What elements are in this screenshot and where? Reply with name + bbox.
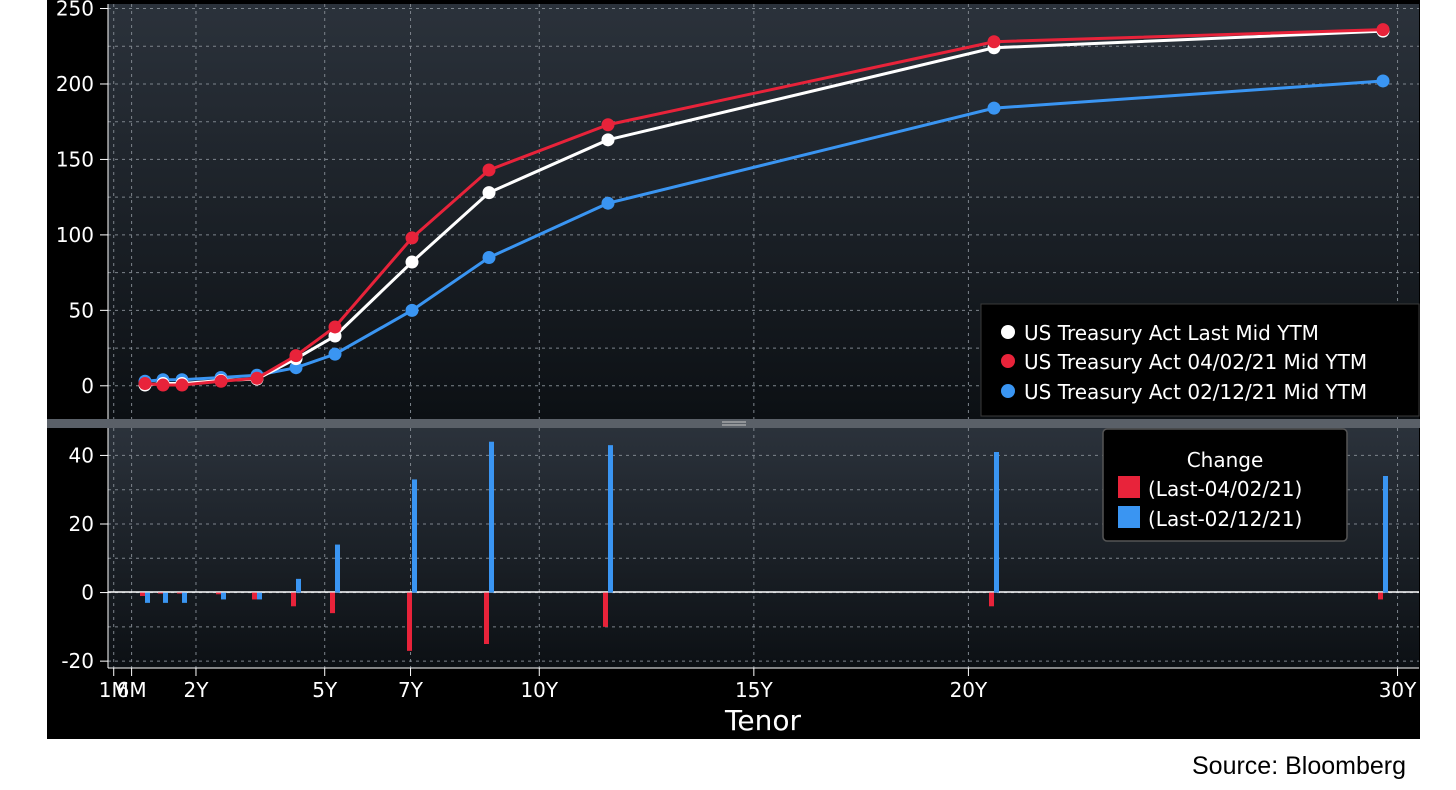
x-tick-label: 6M [117, 678, 147, 702]
change-bar [291, 592, 296, 607]
change-bar [140, 592, 145, 596]
source-note: Source: Bloomberg [1191, 752, 1406, 780]
top-legend: US Treasury Act Last Mid YTM US Treasury… [980, 303, 1420, 417]
top-y-axis: 0 50 100 150 200 250 [56, 0, 108, 398]
y-tick-label: 40 [69, 443, 94, 467]
change-bar [335, 544, 340, 593]
series-point [1376, 74, 1390, 88]
x-tick-label: 2Y [183, 678, 209, 702]
y-tick-label: -20 [61, 649, 94, 673]
change-bar [177, 592, 182, 594]
legend-marker-last [1001, 325, 1015, 339]
change-bar [407, 592, 412, 651]
series-point [601, 196, 615, 210]
change-bar [145, 592, 150, 603]
x-axis-title: Tenor [724, 704, 801, 737]
change-bar [221, 592, 226, 600]
change-bar [603, 592, 608, 627]
top-legend-box [980, 303, 1420, 417]
series-point [405, 303, 419, 317]
series-point [138, 377, 152, 391]
legend-label-change-040221: (Last-04/02/21) [1148, 477, 1302, 501]
series-point [405, 255, 419, 269]
x-tick-label: 30Y [1379, 678, 1417, 702]
change-bar [412, 479, 417, 593]
series-point [250, 371, 264, 385]
y-tick-label: 150 [56, 147, 94, 171]
bottom-legend-box [1102, 428, 1348, 542]
change-bar [296, 578, 301, 593]
x-tick-label: 7Y [398, 678, 424, 702]
change-bar [989, 592, 994, 607]
panel-divider[interactable] [47, 419, 1420, 428]
change-bar [608, 445, 613, 593]
change-bar [216, 592, 221, 595]
change-bar [182, 592, 187, 603]
series-point [482, 251, 496, 265]
series-point [328, 347, 342, 361]
bottom-y-axis: -20 0 20 40 [61, 443, 108, 673]
y-tick-label: 0 [81, 581, 94, 605]
x-tick-label: 1M [99, 678, 129, 702]
change-bars [140, 441, 1388, 651]
series-point [987, 101, 1001, 115]
y-tick-label: 20 [69, 512, 94, 536]
series-point [214, 374, 228, 388]
y-tick-label: 200 [56, 72, 94, 96]
series-point [987, 35, 1001, 49]
legend-marker-040221 [1001, 354, 1015, 368]
series-point [482, 186, 496, 200]
series-point [175, 378, 189, 392]
series-point [289, 349, 303, 363]
y-tick-label: 250 [56, 0, 94, 21]
change-bar [489, 441, 494, 593]
yield-lines [138, 23, 1390, 392]
legend-marker-021221 [1001, 384, 1015, 398]
y-tick-label: 100 [56, 223, 94, 247]
y-tick-label: 0 [81, 374, 94, 398]
x-tick-label: 15Y [735, 678, 773, 702]
legend-swatch-021221 [1118, 506, 1140, 528]
y-tick-label: 50 [69, 298, 94, 322]
series-point [601, 118, 615, 132]
change-bar [994, 452, 999, 593]
bottom-legend-title: Change [1187, 448, 1264, 472]
series-point [1376, 23, 1390, 37]
change-bar [484, 592, 489, 644]
change-bar [163, 592, 168, 603]
x-tick-label: 20Y [950, 678, 988, 702]
series-point [601, 133, 615, 147]
series-point [482, 163, 496, 177]
change-bar [1378, 592, 1383, 600]
legend-label-last: US Treasury Act Last Mid YTM [1024, 321, 1319, 345]
bottom-legend: Change (Last-04/02/21) (Last-02/12/21) [1102, 428, 1348, 542]
change-bar [158, 592, 163, 594]
legend-swatch-040221 [1118, 476, 1140, 498]
x-tick-label: 10Y [520, 678, 558, 702]
change-bar [1383, 476, 1388, 593]
change-bar [252, 592, 257, 600]
series-point [289, 361, 303, 375]
x-tick-label: 5Y [312, 678, 338, 702]
series-point [405, 231, 419, 245]
legend-label-change-021221: (Last-02/12/21) [1148, 507, 1302, 531]
change-bar [330, 592, 335, 614]
legend-label-040221: US Treasury Act 04/02/21 Mid YTM [1024, 350, 1367, 374]
legend-label-021221: US Treasury Act 02/12/21 Mid YTM [1024, 380, 1367, 404]
change-bar [257, 592, 262, 600]
series-point [156, 378, 170, 392]
series-point [328, 329, 342, 343]
series-point [328, 320, 342, 334]
